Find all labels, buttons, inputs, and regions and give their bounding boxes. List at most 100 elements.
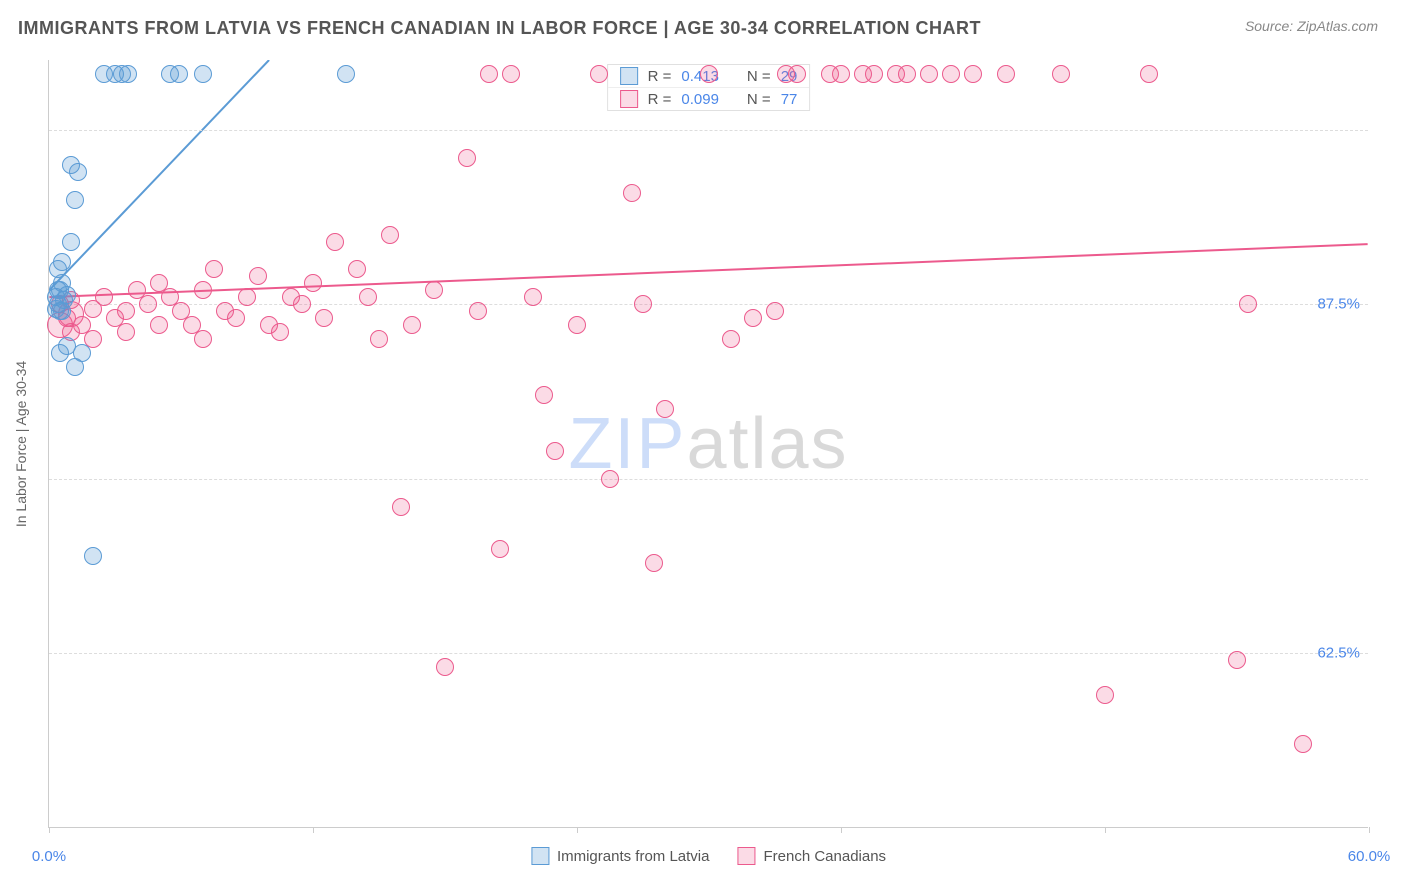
- data-point-french: [645, 554, 663, 572]
- data-point-french: [788, 65, 806, 83]
- data-point-french: [535, 386, 553, 404]
- data-point-french: [238, 288, 256, 306]
- data-point-french: [491, 540, 509, 558]
- data-point-french: [458, 149, 476, 167]
- series-legend: Immigrants from Latvia French Canadians: [531, 847, 886, 865]
- data-point-french: [832, 65, 850, 83]
- data-point-french: [469, 302, 487, 320]
- chart-source: Source: ZipAtlas.com: [1245, 18, 1378, 34]
- x-tick-mark: [49, 827, 50, 833]
- data-point-french: [524, 288, 542, 306]
- legend-r-label: R =: [648, 68, 672, 85]
- data-point-french: [315, 309, 333, 327]
- data-point-latvia: [53, 253, 71, 271]
- x-tick-mark: [1105, 827, 1106, 833]
- data-point-french: [1052, 65, 1070, 83]
- data-point-french: [1294, 735, 1312, 753]
- data-point-latvia: [337, 65, 355, 83]
- data-point-french: [348, 260, 366, 278]
- correlation-legend-row: R = 0.099 N = 77: [608, 88, 810, 110]
- data-point-french: [293, 295, 311, 313]
- y-tick-label: 87.5%: [1317, 296, 1360, 313]
- data-point-french: [436, 658, 454, 676]
- data-point-french: [1239, 295, 1257, 313]
- data-point-french: [403, 316, 421, 334]
- data-point-french: [656, 400, 674, 418]
- legend-r-value: 0.099: [681, 91, 719, 108]
- data-point-french: [601, 470, 619, 488]
- data-point-french: [425, 281, 443, 299]
- data-point-latvia: [170, 65, 188, 83]
- data-point-french: [392, 498, 410, 516]
- data-point-french: [1140, 65, 1158, 83]
- legend-swatch: [737, 847, 755, 865]
- data-point-french: [194, 330, 212, 348]
- y-tick-label: 62.5%: [1317, 645, 1360, 662]
- data-point-french: [304, 274, 322, 292]
- data-point-french: [700, 65, 718, 83]
- chart-title: IMMIGRANTS FROM LATVIA VS FRENCH CANADIA…: [18, 18, 981, 39]
- series-legend-item: Immigrants from Latvia: [531, 847, 710, 865]
- data-point-latvia: [47, 300, 65, 318]
- series-legend-label: French Canadians: [763, 848, 886, 865]
- data-point-french: [139, 295, 157, 313]
- data-point-french: [568, 316, 586, 334]
- legend-swatch: [620, 67, 638, 85]
- x-tick-mark: [841, 827, 842, 833]
- data-point-french: [634, 295, 652, 313]
- data-point-french: [150, 316, 168, 334]
- legend-n-value: 77: [781, 91, 798, 108]
- data-point-latvia: [119, 65, 137, 83]
- data-point-french: [480, 65, 498, 83]
- x-tick-label: 60.0%: [1348, 848, 1391, 865]
- data-point-french: [964, 65, 982, 83]
- watermark-part2: atlas: [686, 404, 848, 484]
- gridline-horizontal: [49, 479, 1368, 480]
- data-point-french: [920, 65, 938, 83]
- data-point-french: [502, 65, 520, 83]
- data-point-french: [623, 184, 641, 202]
- legend-r-label: R =: [648, 91, 672, 108]
- gridline-horizontal: [49, 653, 1368, 654]
- data-point-french: [117, 323, 135, 341]
- data-point-french: [381, 226, 399, 244]
- legend-n-label: N =: [747, 68, 771, 85]
- data-point-french: [744, 309, 762, 327]
- legend-swatch: [531, 847, 549, 865]
- legend-swatch: [620, 90, 638, 108]
- data-point-latvia: [62, 233, 80, 251]
- data-point-french: [194, 281, 212, 299]
- trendlines-layer: [49, 60, 1368, 827]
- series-legend-label: Immigrants from Latvia: [557, 848, 710, 865]
- data-point-french: [227, 309, 245, 327]
- data-point-french: [359, 288, 377, 306]
- data-point-french: [722, 330, 740, 348]
- data-point-french: [546, 442, 564, 460]
- x-tick-label: 0.0%: [32, 848, 66, 865]
- data-point-french: [117, 302, 135, 320]
- data-point-french: [1096, 686, 1114, 704]
- legend-n-label: N =: [747, 91, 771, 108]
- data-point-latvia: [84, 547, 102, 565]
- x-tick-mark: [577, 827, 578, 833]
- y-axis-label: In Labor Force | Age 30-34: [13, 360, 29, 526]
- x-tick-mark: [1369, 827, 1370, 833]
- data-point-latvia: [194, 65, 212, 83]
- data-point-french: [205, 260, 223, 278]
- data-point-latvia: [66, 191, 84, 209]
- data-point-french: [271, 323, 289, 341]
- data-point-french: [590, 65, 608, 83]
- series-legend-item: French Canadians: [737, 847, 886, 865]
- chart-header: IMMIGRANTS FROM LATVIA VS FRENCH CANADIA…: [0, 0, 1406, 39]
- data-point-french: [865, 65, 883, 83]
- gridline-horizontal: [49, 130, 1368, 131]
- data-point-latvia: [69, 163, 87, 181]
- data-point-latvia: [66, 358, 84, 376]
- data-point-french: [766, 302, 784, 320]
- data-point-french: [370, 330, 388, 348]
- scatter-plot-area: In Labor Force | Age 30-34 ZIPatlas R =0…: [48, 60, 1368, 828]
- data-point-french: [249, 267, 267, 285]
- data-point-french: [1228, 651, 1246, 669]
- data-point-french: [326, 233, 344, 251]
- data-point-french: [997, 65, 1015, 83]
